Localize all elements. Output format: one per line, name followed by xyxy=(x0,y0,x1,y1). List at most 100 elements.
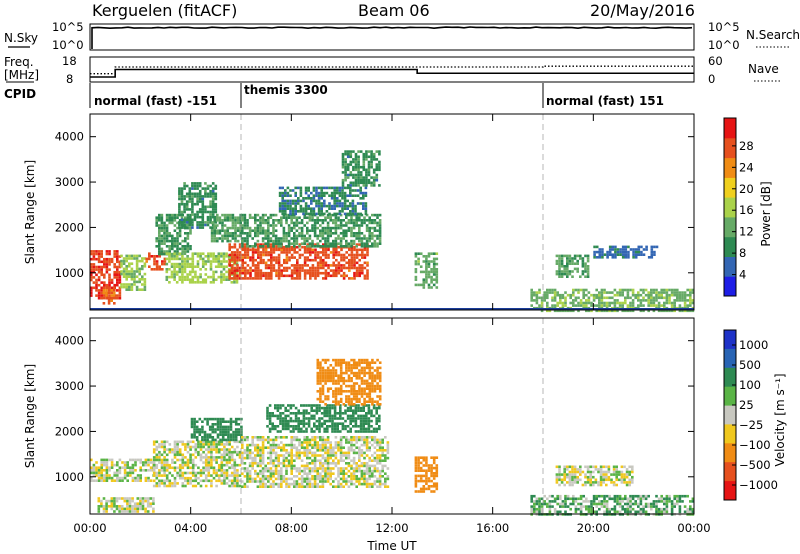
data-cell xyxy=(284,189,287,192)
data-cell xyxy=(665,296,669,300)
data-cell xyxy=(152,507,155,511)
data-cell xyxy=(92,270,96,274)
data-cell xyxy=(287,462,291,465)
data-cell xyxy=(312,197,316,200)
data-cell xyxy=(619,248,622,251)
data-cell xyxy=(183,226,186,229)
data-cell xyxy=(138,270,141,273)
data-cell xyxy=(134,458,137,462)
data-cell xyxy=(367,150,371,153)
data-cell xyxy=(267,271,270,275)
data-cell xyxy=(282,449,286,452)
data-cell xyxy=(683,309,687,313)
data-cell xyxy=(293,271,296,275)
data-cell xyxy=(352,160,355,164)
data-cell xyxy=(277,253,281,257)
data-cell xyxy=(326,242,330,245)
data-cell xyxy=(331,425,334,428)
data-cell xyxy=(358,469,361,473)
data-cell xyxy=(267,253,270,257)
data-cell xyxy=(178,187,181,190)
data-cell xyxy=(267,441,270,444)
data-cell xyxy=(121,476,124,480)
data-cell xyxy=(427,255,431,258)
data-cell xyxy=(361,256,364,259)
data-cell xyxy=(328,212,331,216)
colorbar-tick-label: 4 xyxy=(739,268,746,282)
data-cell xyxy=(143,288,147,291)
data-cell xyxy=(139,497,142,500)
data-cell xyxy=(229,417,233,421)
data-cell xyxy=(359,150,363,153)
data-cell xyxy=(293,232,296,235)
data-cell xyxy=(306,221,309,225)
data-cell xyxy=(376,234,379,238)
data-cell xyxy=(220,469,224,472)
data-cell xyxy=(311,216,314,219)
data-cell xyxy=(236,234,240,238)
data-cell xyxy=(143,283,147,286)
data-cell xyxy=(642,248,646,251)
data-cell xyxy=(319,229,322,232)
data-cell xyxy=(354,165,358,169)
data-cell xyxy=(129,466,132,469)
data-cell xyxy=(108,278,111,282)
data-cell xyxy=(323,419,326,423)
data-cell xyxy=(97,276,101,279)
data-cell xyxy=(299,199,303,203)
data-cell xyxy=(233,258,237,262)
data-cell xyxy=(280,480,283,483)
data-cell xyxy=(683,293,687,297)
data-cell xyxy=(300,242,304,245)
data-cell xyxy=(165,484,169,488)
data-cell xyxy=(298,438,301,442)
data-cell xyxy=(354,184,358,187)
nsky-line xyxy=(91,26,693,49)
data-cell xyxy=(336,212,339,216)
data-cell xyxy=(186,250,190,253)
data-cell xyxy=(243,237,247,240)
data-cell xyxy=(350,443,353,447)
data-cell xyxy=(244,269,247,272)
data-cell xyxy=(324,253,328,257)
data-cell xyxy=(206,221,210,224)
data-cell xyxy=(337,475,340,478)
data-cell xyxy=(97,510,101,513)
data-cell xyxy=(141,278,144,281)
data-cell xyxy=(233,482,237,485)
data-cell xyxy=(339,472,343,475)
data-cell xyxy=(201,208,205,211)
data-cell xyxy=(303,451,306,455)
data-cell xyxy=(248,232,252,235)
data-cell xyxy=(359,414,363,418)
data-cell xyxy=(226,213,229,217)
data-cell xyxy=(158,239,161,243)
data-cell xyxy=(321,485,325,488)
data-cell xyxy=(209,189,212,193)
data-cell xyxy=(592,304,596,307)
data-cell xyxy=(306,438,309,442)
data-cell xyxy=(267,245,270,248)
data-cell xyxy=(138,267,141,271)
data-cell xyxy=(141,265,144,268)
data-cell xyxy=(201,257,205,261)
data-cell xyxy=(673,309,676,313)
data-cell xyxy=(345,274,348,278)
data-cell xyxy=(226,226,229,230)
data-cell xyxy=(268,412,272,415)
data-cell xyxy=(136,502,140,505)
data-cell xyxy=(216,237,219,240)
data-cell xyxy=(163,234,166,238)
data-cell xyxy=(165,234,169,238)
data-cell xyxy=(118,255,122,258)
data-cell xyxy=(560,275,564,278)
data-cell xyxy=(281,191,284,195)
data-cell xyxy=(186,275,189,279)
data-cell xyxy=(216,420,220,423)
data-cell xyxy=(248,472,252,475)
data-cell xyxy=(300,237,304,240)
data-cell xyxy=(136,507,140,511)
data-cell xyxy=(371,213,374,217)
data-cell xyxy=(207,466,211,470)
data-cell xyxy=(158,265,161,268)
